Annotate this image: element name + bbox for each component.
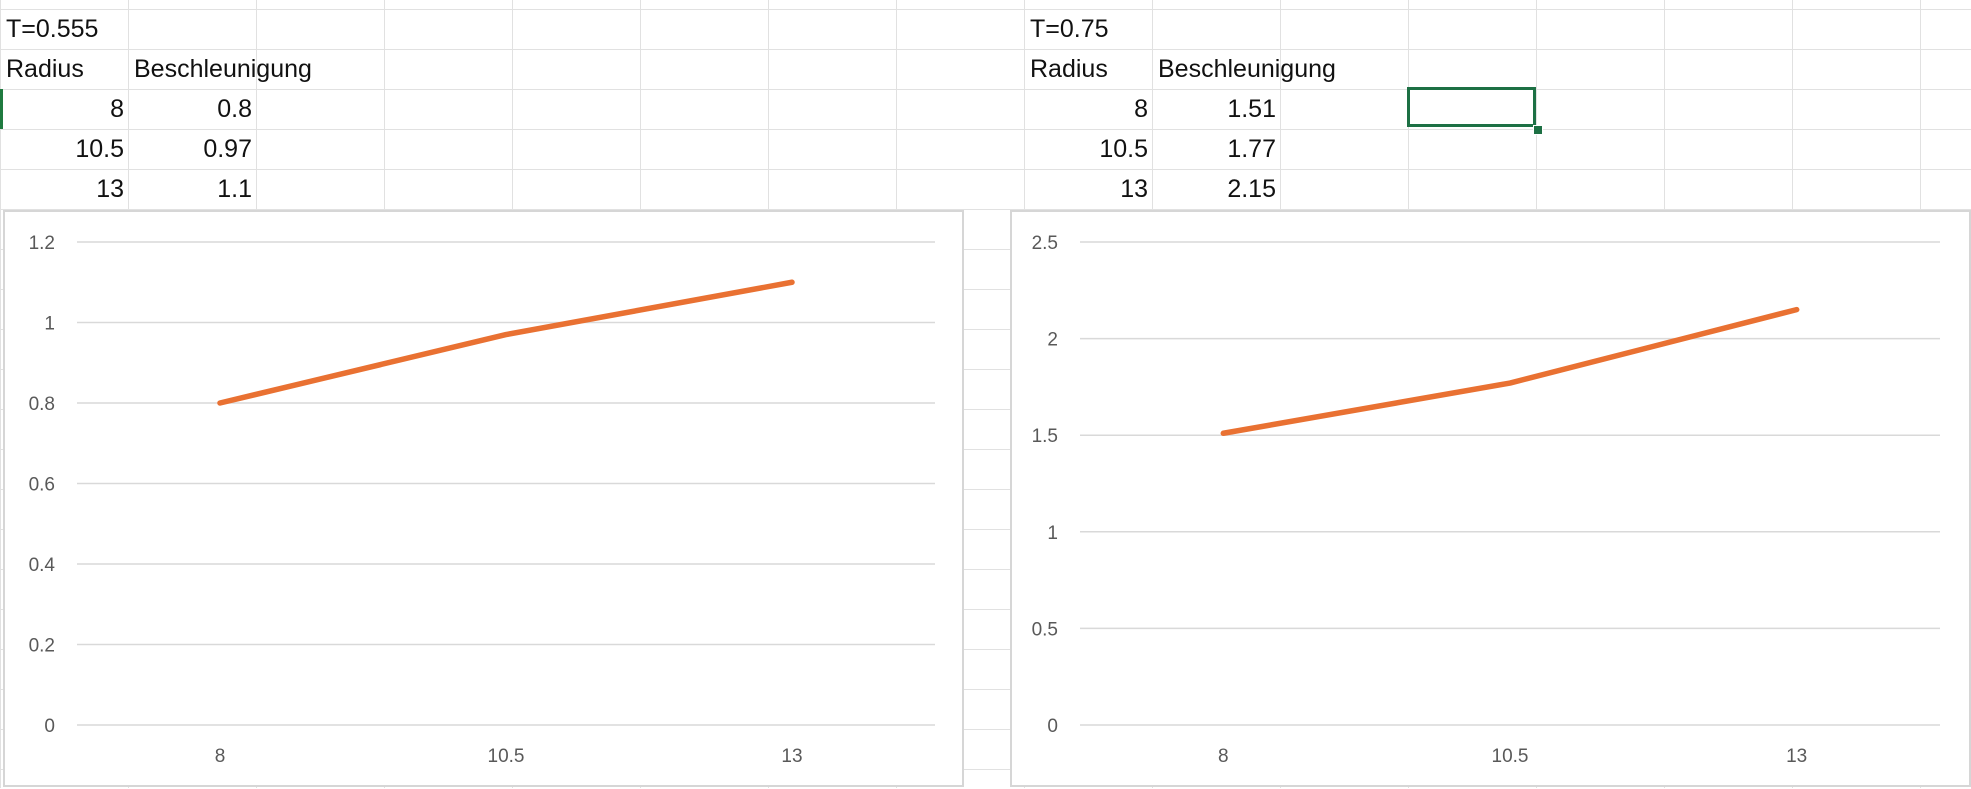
right-table-title[interactable]: T=0.75 [1030, 15, 1109, 43]
y-tick-label: 0.5 [1032, 619, 1058, 640]
left-cell-beschleunigung[interactable]: 0.8 [217, 95, 252, 123]
series-line [1220, 306, 1800, 437]
data-point [1220, 430, 1226, 436]
left-header-beschleunigung[interactable]: Beschleunigung [134, 55, 312, 83]
data-point [789, 279, 795, 285]
x-tick-label: 8 [215, 746, 226, 767]
left-chart-plot: 0 0.2 0.4 0.6 0.8 1 1.2 8 10.5 13 [29, 233, 935, 767]
y-tick-label: 0.4 [29, 555, 56, 576]
left-cell-radius[interactable]: 8 [110, 95, 124, 123]
left-header-radius[interactable]: Radius [6, 55, 84, 83]
fill-handle[interactable] [1533, 125, 1543, 135]
left-cell-radius[interactable]: 13 [96, 175, 124, 203]
selected-cell[interactable] [1407, 87, 1536, 127]
x-tick-label: 13 [781, 746, 802, 767]
y-tick-label: 1 [1047, 523, 1058, 544]
right-cell-beschleunigung[interactable]: 1.51 [1227, 95, 1276, 123]
right-cell-beschleunigung[interactable]: 2.15 [1227, 175, 1276, 203]
y-tick-label: 0.2 [29, 636, 55, 657]
left-cell-beschleunigung[interactable]: 1.1 [217, 175, 252, 203]
x-tick-label: 13 [1786, 746, 1807, 767]
right-cell-radius[interactable]: 8 [1134, 95, 1148, 123]
x-tick-label: 8 [1218, 746, 1229, 767]
x-tick-label: 10.5 [488, 746, 525, 767]
series-line [217, 279, 795, 406]
y-tick-label: 2 [1047, 330, 1058, 351]
data-point [503, 332, 509, 338]
y-tick-label: 0 [44, 716, 55, 737]
left-line-chart[interactable]: 0 0.2 0.4 0.6 0.8 1 1.2 8 10.5 13 [3, 210, 964, 787]
right-header-radius[interactable]: Radius [1030, 55, 1108, 83]
y-tick-label: 0.6 [29, 475, 55, 496]
right-line-chart[interactable]: 0 0.5 1 1.5 2 2.5 8 10.5 13 [1010, 210, 1971, 787]
right-cell-radius[interactable]: 10.5 [1099, 135, 1148, 163]
y-tick-label: 1.5 [1032, 426, 1058, 447]
x-tick-label: 10.5 [1492, 746, 1529, 767]
y-tick-label: 0.8 [29, 394, 55, 415]
right-chart-plot: 0 0.5 1 1.5 2 2.5 8 10.5 13 [1032, 233, 1940, 767]
left-cell-radius[interactable]: 10.5 [75, 135, 124, 163]
left-cell-beschleunigung[interactable]: 0.97 [203, 135, 252, 163]
right-cell-radius[interactable]: 13 [1120, 175, 1148, 203]
right-header-beschleunigung[interactable]: Beschleunigung [1158, 55, 1336, 83]
data-point [1507, 380, 1513, 386]
data-point [1794, 307, 1800, 313]
y-tick-label: 1 [44, 314, 55, 335]
data-point [217, 400, 223, 406]
active-row-marker [0, 89, 3, 129]
y-tick-label: 1.2 [29, 233, 55, 254]
y-tick-label: 2.5 [1032, 233, 1058, 254]
right-cell-beschleunigung[interactable]: 1.77 [1227, 135, 1276, 163]
y-tick-label: 0 [1047, 716, 1058, 737]
left-table-title[interactable]: T=0.555 [6, 15, 99, 43]
